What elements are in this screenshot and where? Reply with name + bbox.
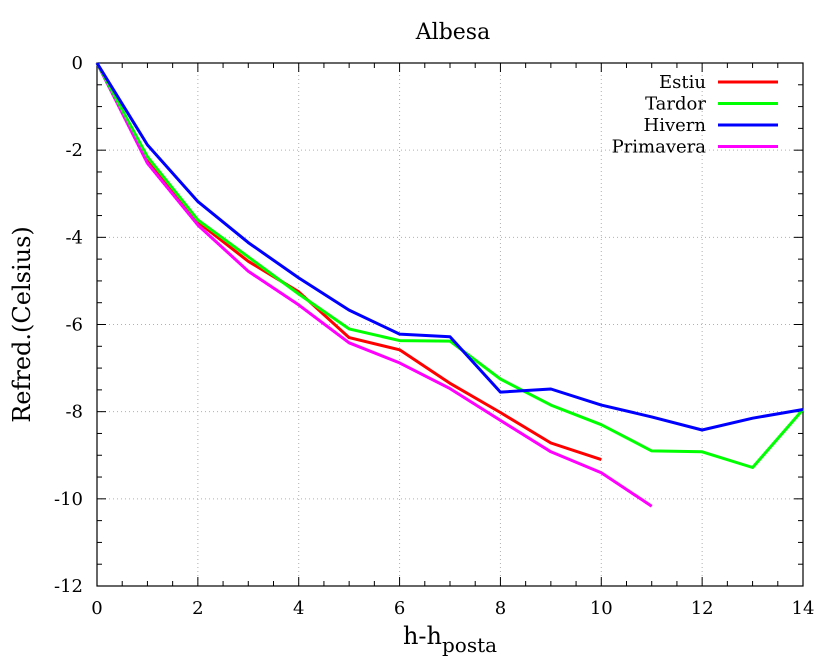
y-tick-label: -4 xyxy=(65,227,83,248)
legend-label-tardor: Tardor xyxy=(645,94,706,115)
x-tick-label: 12 xyxy=(691,598,714,619)
grid-lines xyxy=(97,63,803,586)
x-tick-label: 8 xyxy=(495,598,506,619)
legend-label-primavera: Primavera xyxy=(612,137,707,158)
chart-title: Albesa xyxy=(415,20,490,45)
plot-frame xyxy=(96,62,804,587)
y-tick-label: -2 xyxy=(65,140,83,161)
series-line-hivern xyxy=(95,62,804,432)
legend-label-estiu: Estiu xyxy=(659,72,706,93)
x-tick-label: 4 xyxy=(293,598,304,619)
y-tick-label: -8 xyxy=(65,402,83,423)
series-line-primavera xyxy=(95,62,653,508)
legend-label-hivern: Hivern xyxy=(644,115,707,136)
x-tick-label: 10 xyxy=(590,598,613,619)
tick-labels: 0 2 4 6 8 10 12 14 0 -2 -4 -6 -8 -10 -12 xyxy=(54,53,814,619)
x-axis-title-subscript: posta xyxy=(442,633,497,657)
x-axis-title: h-hposta xyxy=(403,622,497,657)
y-tick-label: -12 xyxy=(54,576,83,597)
x-tick-label: 2 xyxy=(192,598,203,619)
x-axis-title-main: h-h xyxy=(403,622,442,650)
series-line-estiu xyxy=(95,62,602,462)
series-line-tardor xyxy=(95,62,805,469)
y-tick-label: -10 xyxy=(54,489,83,510)
y-tick-label: -6 xyxy=(65,315,83,336)
series-lines xyxy=(95,62,805,508)
x-tick-label: 0 xyxy=(91,598,102,619)
y-axis-title: Refred.(Celsius) xyxy=(8,226,36,423)
x-tick-label: 6 xyxy=(394,598,405,619)
x-tick-label: 14 xyxy=(792,598,815,619)
y-tick-label: 0 xyxy=(72,53,83,74)
